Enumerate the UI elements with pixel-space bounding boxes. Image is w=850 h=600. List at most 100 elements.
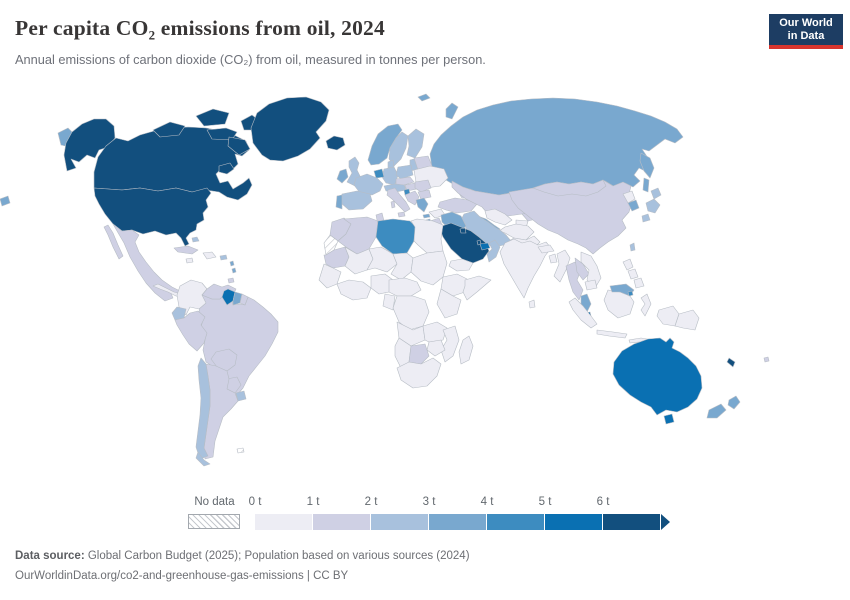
world-map[interactable] xyxy=(0,85,850,490)
country-turkey[interactable] xyxy=(437,197,478,214)
country-north-korea[interactable] xyxy=(622,190,636,204)
country-botswana[interactable] xyxy=(408,343,430,365)
country-norway-svalbard[interactable] xyxy=(417,93,431,102)
country-philippines1[interactable] xyxy=(622,258,634,271)
country-chad[interactable] xyxy=(390,252,414,281)
country-greece-crete[interactable] xyxy=(422,213,431,219)
country-oman[interactable] xyxy=(486,239,501,263)
country-bolivia[interactable] xyxy=(210,348,238,372)
country-japan-hokkaido[interactable] xyxy=(650,187,662,200)
legend-segment-0[interactable] xyxy=(255,514,313,530)
country-trinidad[interactable] xyxy=(227,277,235,284)
country-nepal[interactable] xyxy=(537,244,555,254)
country-mozambique[interactable] xyxy=(440,325,460,363)
country-iceland[interactable] xyxy=(325,135,346,151)
country-taiwan[interactable] xyxy=(629,242,636,252)
country-uae[interactable] xyxy=(479,242,491,251)
country-bangladesh[interactable] xyxy=(548,253,558,264)
country-bahamas[interactable] xyxy=(191,236,200,243)
country-saudi-arabia[interactable] xyxy=(438,222,490,264)
country-south-africa[interactable] xyxy=(396,357,442,389)
country-russia-novaya[interactable] xyxy=(445,102,459,120)
country-norway[interactable] xyxy=(367,123,403,166)
legend-segment-5[interactable] xyxy=(545,514,603,530)
country-peru[interactable] xyxy=(174,310,208,352)
country-cameroon-car[interactable] xyxy=(388,277,422,297)
country-gabon-congo[interactable] xyxy=(382,293,396,311)
legend-segment-2[interactable] xyxy=(371,514,429,530)
country-hispaniola[interactable] xyxy=(202,251,217,260)
country-colombia[interactable] xyxy=(176,279,208,316)
country-portugal[interactable] xyxy=(335,194,343,210)
country-canada-island1[interactable] xyxy=(152,121,186,138)
country-sudan[interactable] xyxy=(410,250,448,286)
country-brazil[interactable] xyxy=(198,292,279,399)
country-mongolia[interactable] xyxy=(532,179,607,197)
country-romania[interactable] xyxy=(414,179,432,193)
country-italy-sicily[interactable] xyxy=(397,211,406,218)
country-indonesia-sumatra[interactable] xyxy=(568,297,598,329)
country-yemen[interactable] xyxy=(448,258,474,272)
country-uruguay[interactable] xyxy=(235,390,247,402)
country-indonesia-sulawesi[interactable] xyxy=(640,293,652,317)
country-italy[interactable] xyxy=(386,187,411,213)
country-zambia[interactable] xyxy=(422,321,448,343)
legend-segment-6[interactable] xyxy=(603,514,661,530)
country-germany[interactable] xyxy=(381,166,399,186)
country-france[interactable] xyxy=(353,173,384,196)
country-italy-sardinia[interactable] xyxy=(390,200,396,209)
country-australia[interactable] xyxy=(612,337,703,416)
country-greece[interactable] xyxy=(415,197,429,213)
country-jamaica[interactable] xyxy=(185,257,194,264)
country-canada-island2[interactable] xyxy=(195,108,230,127)
country-cambodia[interactable] xyxy=(584,279,598,291)
country-falkland-islands[interactable] xyxy=(236,447,245,454)
country-french-guiana[interactable] xyxy=(239,293,249,306)
country-india[interactable] xyxy=(499,238,552,299)
country-russia-sakhalin[interactable] xyxy=(642,177,650,193)
country-canada-newfoundland[interactable] xyxy=(218,162,235,175)
country-australia-tasmania[interactable] xyxy=(663,413,675,425)
country-somalia[interactable] xyxy=(462,275,492,301)
country-canada-baffin[interactable] xyxy=(227,136,251,156)
country-myanmar[interactable] xyxy=(553,249,571,283)
country-russia-wrap2[interactable] xyxy=(0,195,11,207)
country-malaysia-peninsula[interactable] xyxy=(580,293,592,313)
country-kenya-tanzania[interactable] xyxy=(436,288,462,319)
country-uzbekistan[interactable] xyxy=(484,208,513,226)
country-russia-kamchatka[interactable] xyxy=(639,152,655,179)
owid-logo[interactable]: Our World in Data xyxy=(769,14,843,49)
legend-segment-1[interactable] xyxy=(313,514,371,530)
country-philippines2[interactable] xyxy=(627,268,639,280)
country-ireland[interactable] xyxy=(336,168,349,184)
country-puerto-rico[interactable] xyxy=(219,254,228,261)
country-lesser-antilles2[interactable] xyxy=(231,267,237,274)
country-papua-new-guinea[interactable] xyxy=(674,309,700,331)
country-new-caledonia[interactable] xyxy=(726,357,736,368)
country-benelux[interactable] xyxy=(373,168,385,179)
country-new-zealand-north[interactable] xyxy=(727,395,741,410)
country-denmark[interactable] xyxy=(387,159,395,169)
country-japan-kyushu[interactable] xyxy=(641,213,651,223)
legend-segment-4[interactable] xyxy=(487,514,545,530)
country-lesser-antilles1[interactable] xyxy=(229,260,235,267)
legend-no-data-swatch[interactable] xyxy=(188,514,240,529)
country-brunei[interactable] xyxy=(627,290,634,297)
country-sri-lanka[interactable] xyxy=(528,299,536,309)
country-indonesia-java[interactable] xyxy=(596,329,628,339)
legend-segment-3[interactable] xyxy=(429,514,487,530)
country-cuba[interactable] xyxy=(173,245,199,255)
country-niger[interactable] xyxy=(366,246,398,273)
country-philippines3[interactable] xyxy=(633,277,645,289)
country-chile[interactable] xyxy=(195,357,211,460)
country-finland[interactable] xyxy=(406,128,425,159)
country-poland[interactable] xyxy=(395,164,414,180)
country-fiji[interactable] xyxy=(763,356,770,363)
country-bulgaria[interactable] xyxy=(417,189,432,200)
country-kuwait[interactable] xyxy=(459,227,467,234)
country-madagascar[interactable] xyxy=(458,335,474,365)
country-west-africa[interactable] xyxy=(336,279,372,301)
country-chile-tip[interactable] xyxy=(195,451,211,467)
country-spain[interactable] xyxy=(340,190,373,211)
country-czech-slovakia[interactable] xyxy=(395,176,415,186)
